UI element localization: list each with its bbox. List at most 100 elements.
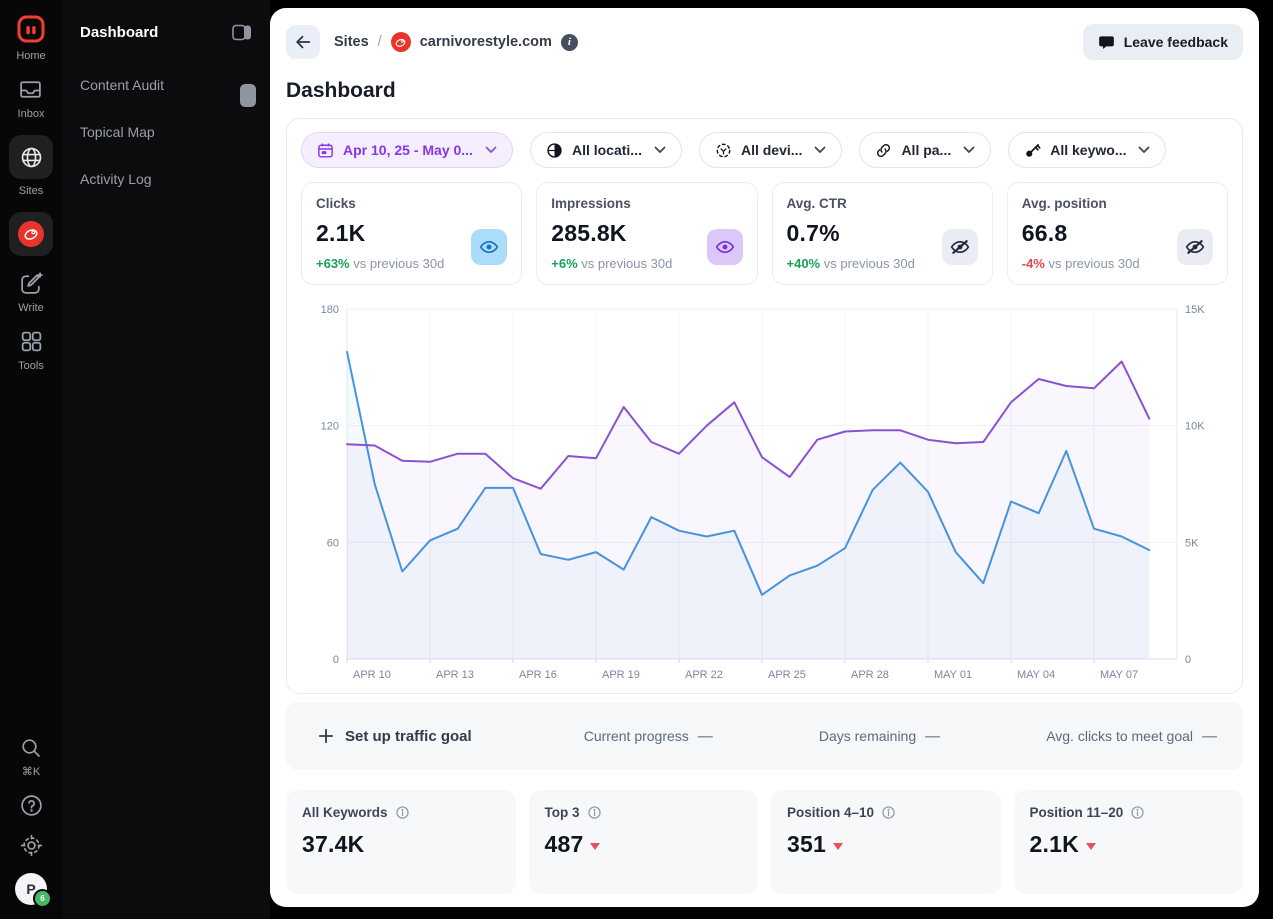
link-icon bbox=[877, 143, 891, 157]
stat-card-clicks: Clicks 2.1K +63% vs previous 30d bbox=[301, 182, 523, 285]
search-command[interactable]: ⌘K bbox=[19, 736, 43, 778]
svg-text:APR 19: APR 19 bbox=[602, 669, 640, 681]
stat-card-avg-ctr: Avg. CTR 0.7% +40% vs previous 30d bbox=[771, 182, 993, 285]
sidebar-item-inbox[interactable]: Inbox bbox=[17, 77, 45, 120]
pages-filter[interactable]: All pa... bbox=[859, 132, 992, 168]
setup-traffic-goal-button[interactable]: Set up traffic goal bbox=[312, 727, 478, 746]
stat-compare: +63% vs previous 30d bbox=[316, 256, 445, 271]
setup-goal-label: Set up traffic goal bbox=[345, 727, 472, 745]
goal-metric-avg-clicks: Avg. clicks to meet goal — bbox=[1046, 727, 1217, 745]
write-pen-icon bbox=[19, 271, 44, 296]
svg-text:MAY 04: MAY 04 bbox=[1017, 669, 1055, 681]
goal-metric-value: — bbox=[1202, 727, 1217, 745]
globe-icon bbox=[547, 142, 562, 158]
date-range-filter[interactable]: Apr 10, 25 - May 0... bbox=[301, 132, 513, 168]
subnav-item-topical-map[interactable]: Topical Map bbox=[80, 124, 155, 140]
keywords-filter[interactable]: All keywo... bbox=[1008, 132, 1167, 168]
stat-compare: -4% vs previous 30d bbox=[1021, 256, 1140, 271]
speech-bubble-icon bbox=[1098, 35, 1114, 49]
svg-text:0: 0 bbox=[333, 654, 339, 666]
kw-value: 487 bbox=[544, 831, 584, 857]
kw-card-top-3: Top 3 487 bbox=[528, 790, 758, 894]
kw-label: Position 11–20 bbox=[1029, 805, 1124, 820]
traffic-goal-strip: Set up traffic goal Current progress — D… bbox=[286, 702, 1243, 770]
devices-label: All devi... bbox=[740, 142, 803, 158]
svg-text:APR 13: APR 13 bbox=[436, 669, 474, 681]
globe-icon bbox=[21, 147, 41, 167]
stat-card-impressions: Impressions 285.8K +6% vs previous 30d bbox=[536, 182, 758, 285]
locations-label: All locati... bbox=[571, 142, 642, 158]
stat-label: Impressions bbox=[551, 196, 631, 211]
breadcrumb-separator: / bbox=[377, 34, 382, 50]
avatar[interactable]: P 6 bbox=[15, 873, 52, 908]
shortcut-label: ⌘K bbox=[21, 766, 41, 778]
goal-metric-days-remaining: Days remaining — bbox=[818, 727, 941, 745]
kw-value: 351 bbox=[787, 831, 826, 857]
settings-button[interactable] bbox=[19, 833, 44, 858]
kw-card-position-11-20: Position 11–20 2.1K bbox=[1013, 790, 1243, 894]
svg-text:5K: 5K bbox=[1185, 537, 1199, 549]
sidebar-item-home[interactable]: Home bbox=[16, 14, 46, 62]
devices-filter[interactable]: All devi... bbox=[698, 132, 843, 168]
svg-text:APR 28: APR 28 bbox=[851, 669, 889, 681]
tools-grid-icon bbox=[19, 329, 44, 354]
info-circle-icon[interactable] bbox=[395, 805, 410, 820]
breadcrumb-site-name[interactable]: carnivorestyle.com bbox=[419, 34, 552, 50]
visibility-toggle-eye-icon[interactable] bbox=[706, 229, 743, 265]
locations-filter[interactable]: All locati... bbox=[529, 132, 682, 168]
svg-text:60: 60 bbox=[327, 537, 339, 549]
panel-resize-handle[interactable] bbox=[240, 84, 256, 107]
rail-label-sites: Sites bbox=[18, 185, 44, 197]
info-circle-icon[interactable] bbox=[1130, 805, 1145, 820]
subnav-title: Dashboard bbox=[80, 24, 159, 41]
breadcrumb: Sites / carnivorestyle.com i bbox=[334, 32, 578, 52]
back-button[interactable] bbox=[286, 25, 320, 59]
svg-text:15K: 15K bbox=[1185, 304, 1205, 316]
site-info-icon[interactable]: i bbox=[560, 33, 578, 51]
stat-value: 0.7% bbox=[786, 220, 840, 246]
visibility-toggle-eye-icon[interactable] bbox=[471, 229, 508, 265]
visibility-toggle-eye-off-icon[interactable] bbox=[941, 229, 978, 265]
info-circle-icon[interactable] bbox=[881, 805, 896, 820]
kw-trend-1 bbox=[590, 842, 601, 850]
svg-text:APR 22: APR 22 bbox=[685, 669, 723, 681]
sidebar-item-tools[interactable]: Tools bbox=[18, 329, 44, 372]
subnav-item-content-audit[interactable]: Content Audit bbox=[80, 77, 165, 93]
rail-label-tools: Tools bbox=[18, 360, 44, 372]
kw-card-position-4-10: Position 4–10 351 bbox=[771, 790, 1001, 894]
visibility-toggle-eye-off-icon[interactable] bbox=[1177, 229, 1213, 265]
stats-row: Clicks 2.1K +63% vs previous 30d Impress… bbox=[287, 182, 1242, 285]
breadcrumb-sites-link[interactable]: Sites bbox=[334, 34, 369, 50]
sites-tile bbox=[9, 135, 53, 179]
rail-label-inbox: Inbox bbox=[17, 108, 45, 120]
leave-feedback-button[interactable]: Leave feedback bbox=[1082, 24, 1243, 60]
stat-label: Avg. position bbox=[1021, 196, 1107, 211]
devices-icon bbox=[716, 143, 731, 157]
main-content: Sites / carnivorestyle.com i Leave feedb… bbox=[270, 8, 1259, 907]
stat-value: 66.8 bbox=[1021, 220, 1068, 246]
stat-delta: +6% bbox=[551, 256, 578, 271]
subnav-item-activity-log[interactable]: Activity Log bbox=[80, 171, 152, 187]
svg-text:APR 16: APR 16 bbox=[519, 669, 557, 681]
sidebar-item-sites[interactable]: Sites bbox=[9, 135, 53, 197]
goal-metric-current-progress: Current progress — bbox=[583, 727, 713, 745]
stat-card-avg-position: Avg. position 66.8 -4% vs previous 30d bbox=[1006, 182, 1228, 285]
stat-compare: +6% vs previous 30d bbox=[551, 256, 673, 271]
filter-row: Apr 10, 25 - May 0... All locati... All … bbox=[287, 119, 1242, 182]
sidebar-item-write[interactable]: Write bbox=[18, 271, 44, 314]
calendar-icon bbox=[318, 143, 333, 158]
rail-label-home: Home bbox=[16, 50, 46, 62]
chevron-down-icon bbox=[485, 146, 497, 154]
panel-toggle-icon[interactable] bbox=[232, 24, 252, 41]
kw-label: Position 4–10 bbox=[787, 805, 875, 820]
stat-delta: -4% bbox=[1021, 256, 1045, 271]
feedback-label: Leave feedback bbox=[1123, 34, 1228, 50]
keywords-label: All keywo... bbox=[1050, 142, 1127, 158]
info-circle-icon[interactable] bbox=[587, 805, 602, 820]
kw-label: All Keywords bbox=[302, 805, 388, 820]
sidebar-item-current-site[interactable] bbox=[9, 212, 53, 256]
help-button[interactable] bbox=[19, 793, 44, 818]
svg-text:MAY 01: MAY 01 bbox=[934, 669, 972, 681]
secondary-sidebar: Dashboard Content Audit Topical Map Acti… bbox=[62, 0, 270, 919]
line-chart-canvas: 0 60 120 180 0 5K 10K 15K APR 10 APR 13 APR 16 APR … bbox=[321, 304, 1206, 681]
